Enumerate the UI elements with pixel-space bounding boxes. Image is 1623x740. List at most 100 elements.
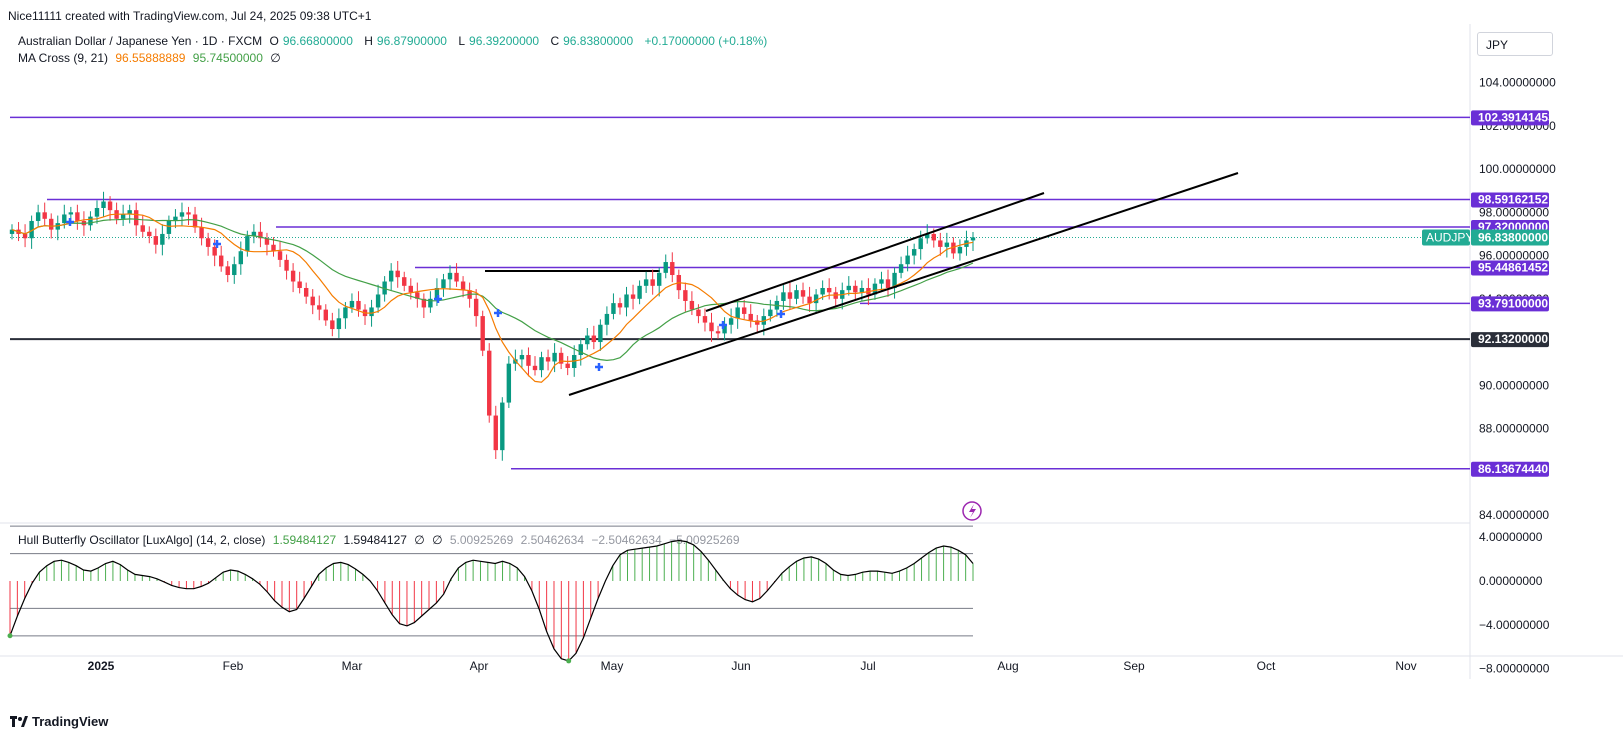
candle-body	[343, 307, 348, 319]
oscillator-level-2: 2.50462634	[520, 533, 585, 547]
candle-body	[604, 313, 610, 325]
price-level-tag	[1471, 192, 1549, 208]
candle-body	[931, 233, 936, 241]
candle-body	[120, 214, 126, 219]
tradingview-brand[interactable]: TradingView	[10, 714, 108, 729]
candle-body	[918, 238, 923, 250]
candle-body	[49, 218, 54, 230]
candle-body	[258, 231, 263, 239]
candle-body	[643, 279, 649, 286]
candle-body	[317, 305, 322, 310]
candle-body	[800, 290, 806, 297]
candle-body	[539, 357, 544, 371]
oscillator-tick-label: −4.00000000	[1479, 618, 1550, 632]
time-axis-label: Mar	[342, 659, 363, 673]
candle-body	[153, 236, 159, 245]
candle-body	[663, 262, 668, 273]
oscillator-title: Hull Butterfly Oscillator [LuxAlgo] (14,…	[18, 533, 266, 547]
time-axis-label: Feb	[223, 659, 244, 673]
price-level-tag-label: 98.59162152	[1478, 193, 1548, 207]
high-label: H	[364, 34, 373, 48]
candle-body	[277, 251, 283, 260]
price-level-tag-label: 86.13674440	[1478, 462, 1548, 476]
candle-body	[232, 264, 237, 276]
price-tick-label: 100.00000000	[1479, 162, 1556, 176]
candle-body	[748, 313, 753, 321]
oscillator-line	[9, 539, 974, 662]
candle-body	[794, 290, 799, 299]
candle-body	[617, 303, 623, 308]
ma-cross-legend[interactable]: MA Cross (9, 21) 96.55888889 95.74500000…	[18, 51, 285, 65]
ma-cross-marker-icon	[66, 218, 74, 226]
candle-body	[493, 415, 498, 451]
price-tick-label: 104.00000000	[1479, 76, 1556, 90]
candle-body	[29, 220, 34, 239]
candle-body	[807, 296, 812, 304]
candle-body	[395, 270, 400, 278]
price-level-tag-label: 93.79100000	[1478, 296, 1548, 310]
candle-body	[101, 201, 106, 208]
tradingview-logo-icon	[10, 715, 28, 727]
candle-body	[624, 294, 629, 308]
candle-body	[75, 212, 80, 221]
candle-body	[735, 307, 740, 319]
price-level-tag	[1471, 461, 1549, 477]
candle-body	[284, 259, 289, 271]
candle-body	[657, 272, 662, 286]
last-price-tag-label: 96.83800000	[1478, 230, 1548, 244]
candle-body	[741, 307, 747, 314]
candle-body	[820, 287, 825, 295]
candle-body	[166, 220, 172, 234]
candle-body	[421, 298, 427, 308]
price-level-tag	[1471, 260, 1549, 276]
candle-body	[336, 318, 342, 330]
candle-body	[715, 331, 721, 334]
candle-body	[160, 233, 165, 245]
price-tick-label: 88.00000000	[1479, 422, 1549, 436]
currency-selector[interactable]: JPY	[1477, 32, 1553, 56]
candle-body	[94, 207, 100, 217]
candle-body	[951, 242, 956, 254]
ma-cross-marker-icon	[213, 240, 221, 248]
time-axis-label: 2025	[88, 659, 115, 673]
candle-body	[813, 294, 819, 304]
candle-body	[382, 281, 387, 295]
time-axis-label: Nov	[1395, 659, 1416, 673]
ma-empty-value: ∅	[270, 51, 281, 65]
candle-body	[205, 238, 211, 247]
oscillator-level-1: 5.00925269	[449, 533, 514, 547]
candle-body	[670, 262, 675, 276]
candle-body	[88, 216, 93, 226]
candle-body	[107, 201, 113, 211]
candle-body	[761, 316, 767, 325]
time-axis-label: Sep	[1123, 659, 1145, 673]
oscillator-legend[interactable]: Hull Butterfly Oscillator [LuxAlgo] (14,…	[18, 533, 744, 547]
candle-body	[578, 344, 583, 356]
candle-body	[127, 210, 132, 215]
candle-body	[22, 233, 28, 239]
trendline-lower	[568, 172, 1239, 396]
brand-name: TradingView	[32, 714, 109, 729]
candle-body	[199, 227, 204, 239]
candle-body	[225, 266, 230, 276]
candle-body	[68, 212, 74, 215]
candle-body	[349, 300, 355, 308]
symbol-legend[interactable]: Australian Dollar / Japanese Yen · 1D · …	[18, 34, 771, 48]
candle-body	[480, 316, 485, 351]
candle-body	[565, 363, 570, 368]
candle-body	[650, 279, 655, 286]
ma-slow-value: 95.74500000	[192, 51, 263, 65]
time-axis-label: May	[601, 659, 624, 673]
oscillator-level-3: −2.50462634	[591, 533, 662, 547]
candle-body	[460, 281, 466, 291]
price-chart[interactable]: 84.0000000086.0000000088.0000000090.0000…	[0, 24, 1623, 710]
candle-body	[826, 287, 832, 293]
candle-body	[885, 279, 891, 288]
open-label: O	[269, 34, 279, 48]
high-value: 96.87900000	[376, 34, 447, 48]
candle-body	[454, 272, 459, 282]
oscillator-tick-label: −8.00000000	[1479, 662, 1550, 676]
candle-body	[310, 296, 315, 306]
candle-body	[585, 335, 590, 345]
oscillator-histogram	[9, 540, 974, 661]
